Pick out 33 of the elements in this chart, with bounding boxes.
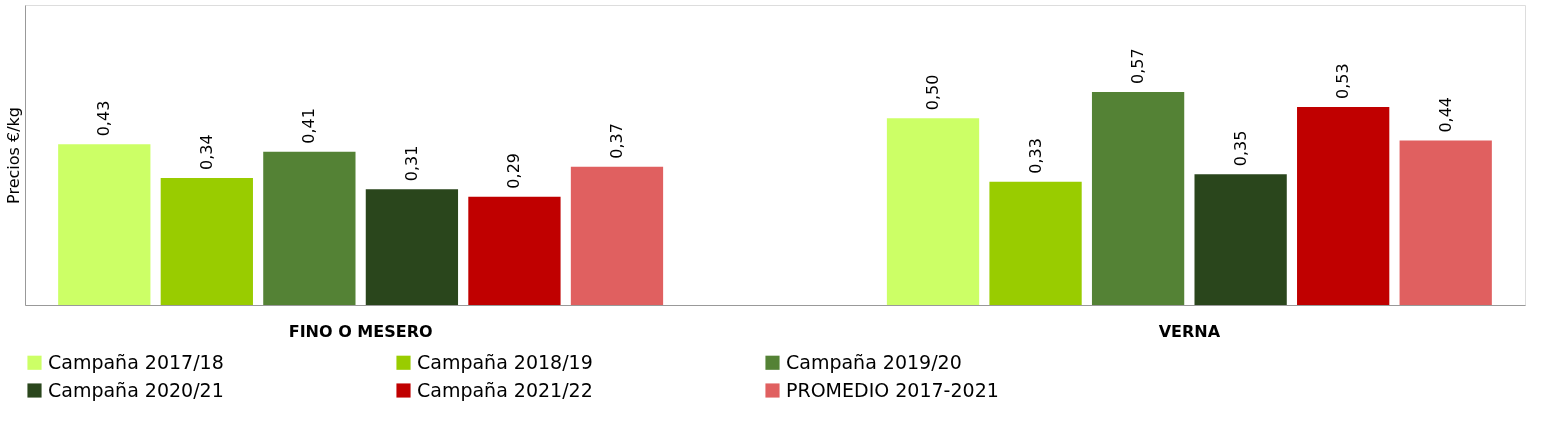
bar bbox=[570, 166, 664, 305]
bar bbox=[160, 177, 253, 305]
data-label: 0,33 bbox=[1025, 138, 1045, 174]
data-label: 0,29 bbox=[504, 153, 524, 189]
legend-label: Campaña 2020/21 bbox=[48, 378, 224, 401]
data-label: 0,37 bbox=[606, 123, 626, 159]
bar bbox=[1091, 92, 1185, 305]
bar bbox=[468, 196, 561, 305]
data-label: 0,43 bbox=[94, 100, 114, 137]
data-label: 0,31 bbox=[401, 145, 421, 182]
x-tick-label: FINO O MESERO bbox=[288, 321, 433, 341]
bar bbox=[58, 144, 151, 305]
legend-label: Campaña 2017/18 bbox=[48, 350, 224, 373]
data-label: 0,44 bbox=[1435, 96, 1455, 133]
bar bbox=[1194, 174, 1287, 305]
legend-label: Campaña 2021/22 bbox=[417, 378, 593, 401]
bar bbox=[1297, 106, 1390, 305]
y-axis-title: Precios €/kg bbox=[3, 107, 23, 204]
data-label: 0,34 bbox=[196, 134, 216, 170]
x-tick-label: VERNA bbox=[1158, 321, 1221, 341]
legend-label: PROMEDIO 2017-2021 bbox=[786, 378, 999, 401]
bar bbox=[263, 151, 356, 305]
bar bbox=[886, 118, 980, 305]
data-label: 0,50 bbox=[923, 74, 943, 111]
data-label: 0,53 bbox=[1333, 63, 1353, 99]
legend-label: Campaña 2018/19 bbox=[417, 350, 593, 373]
data-label: 0,35 bbox=[1230, 130, 1250, 167]
legend-label: Campaña 2019/20 bbox=[786, 350, 962, 373]
data-label: 0,41 bbox=[299, 108, 319, 144]
bar bbox=[1399, 140, 1492, 305]
bar bbox=[365, 189, 459, 305]
bar bbox=[989, 181, 1082, 305]
data-label: 0,57 bbox=[1128, 48, 1148, 84]
